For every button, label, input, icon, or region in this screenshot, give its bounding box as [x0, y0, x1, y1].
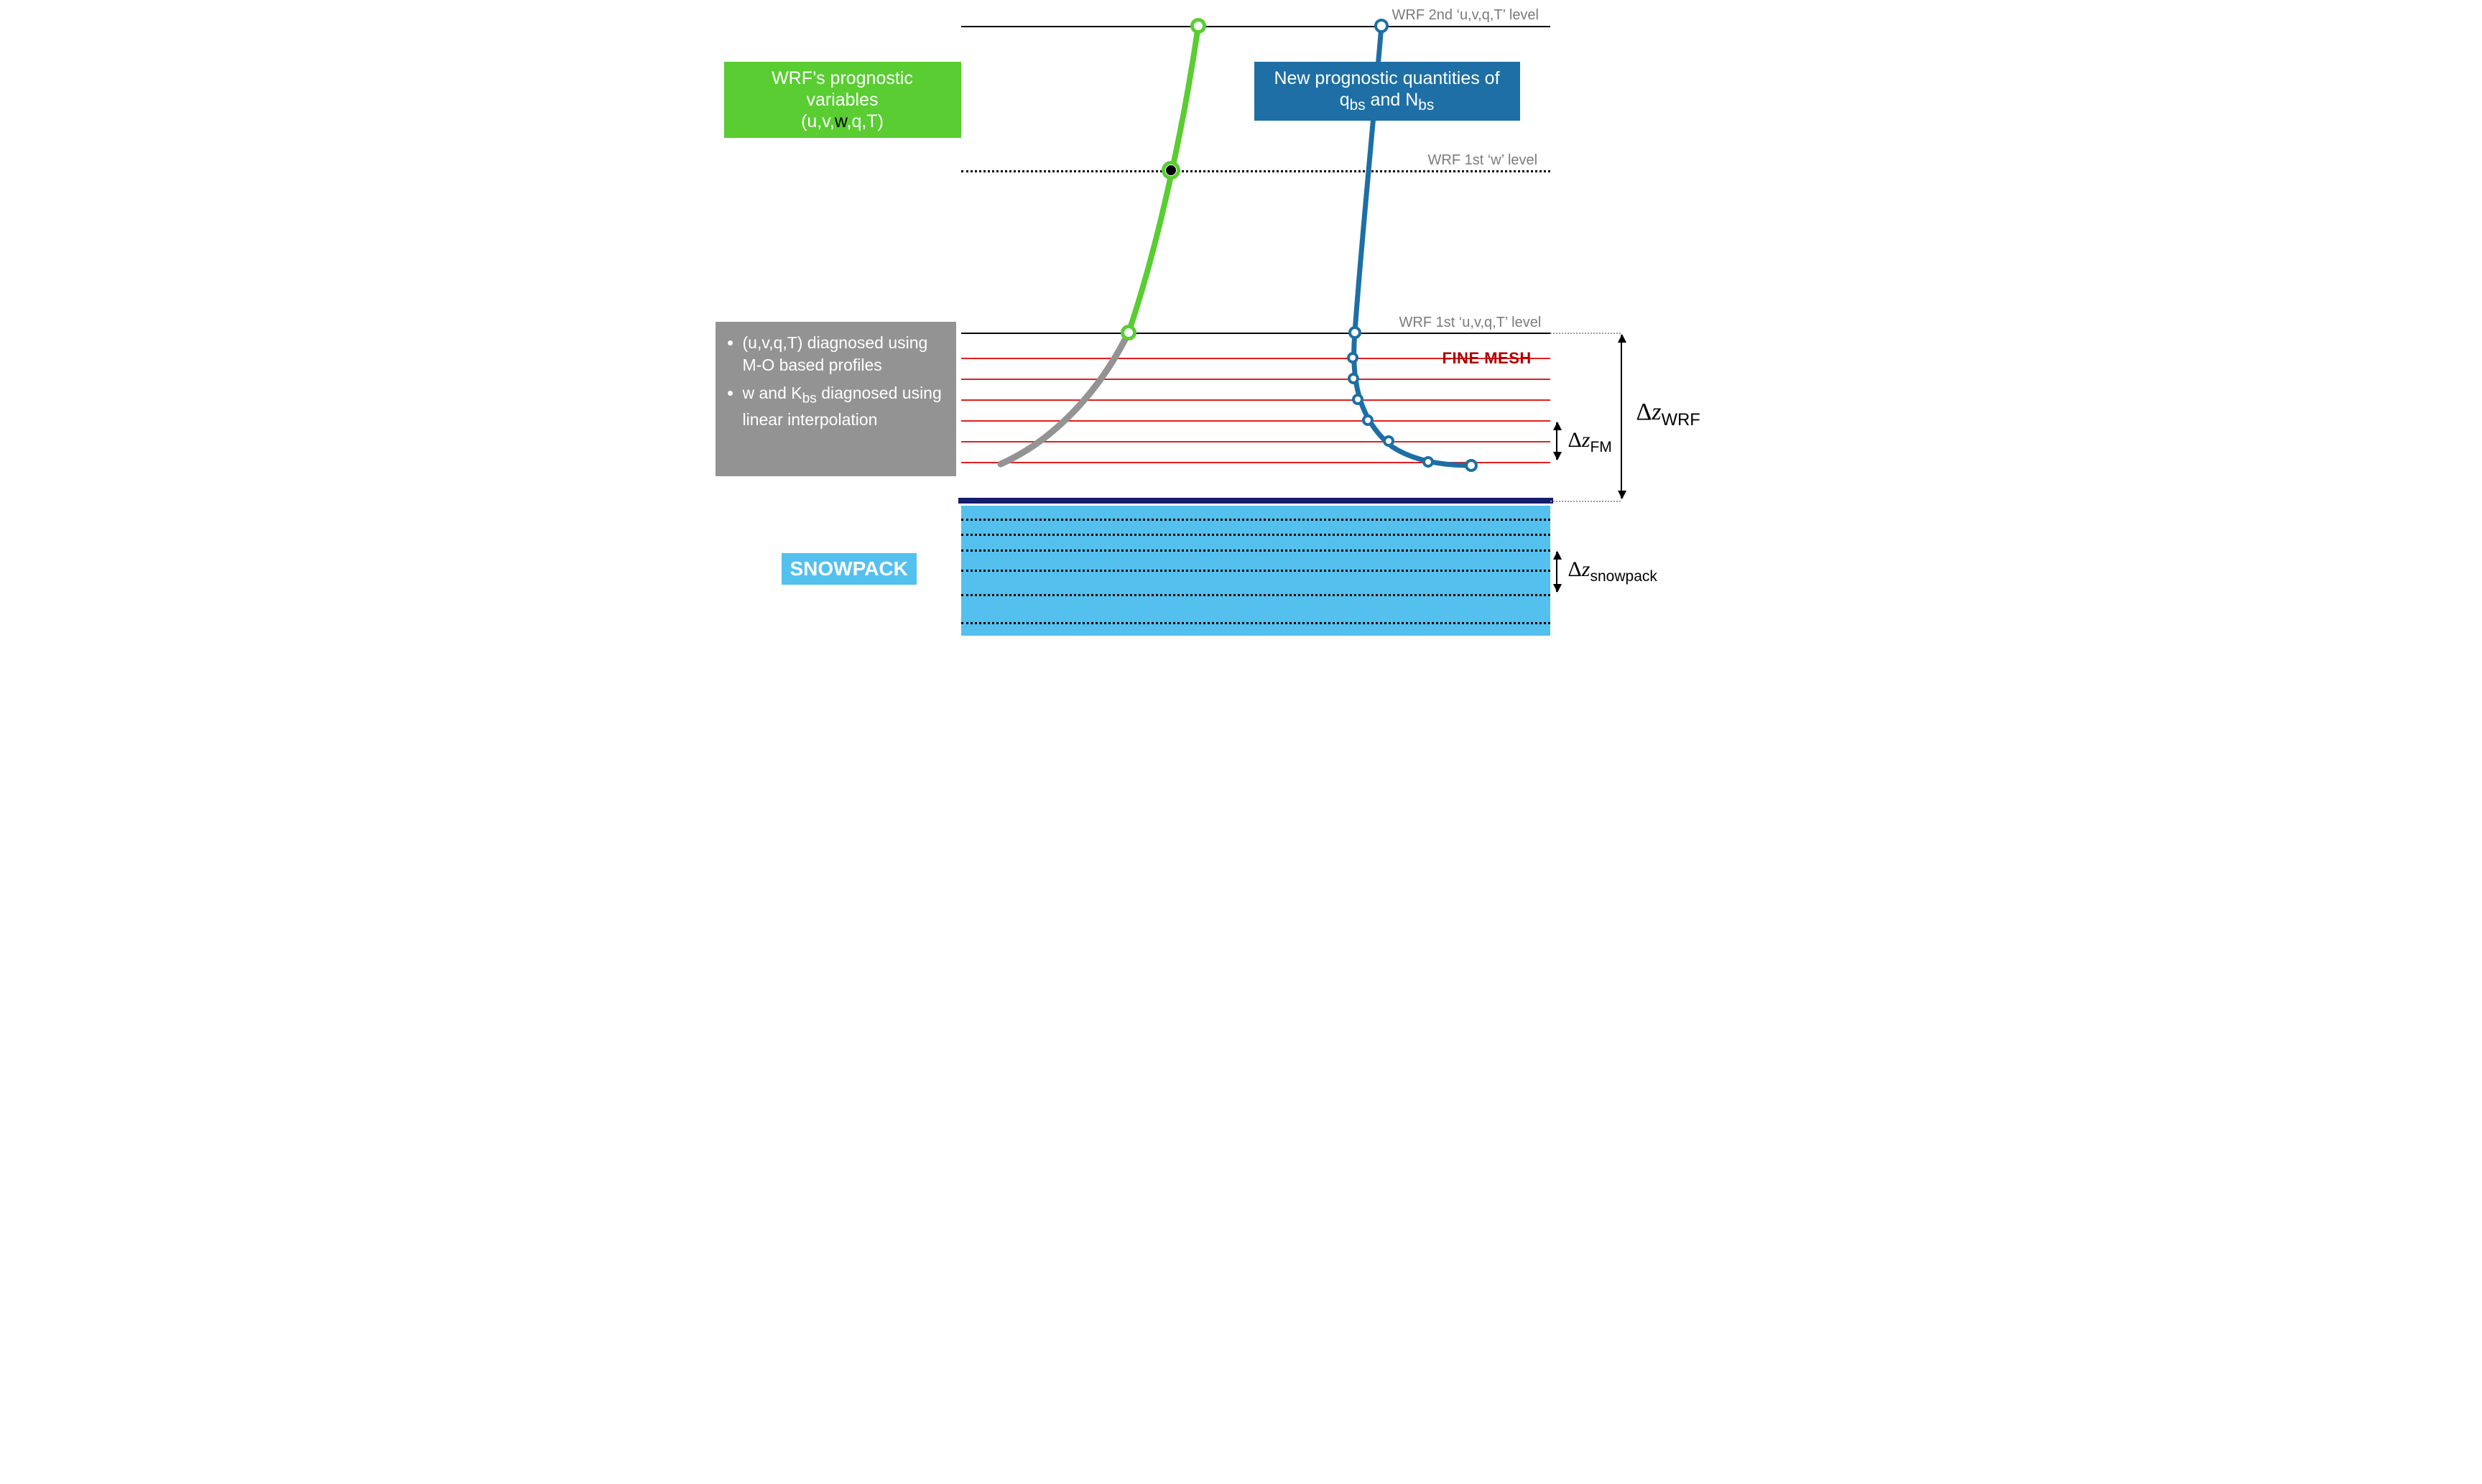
level-uvqT2-label: WRF 2nd ‘u,v,q,T’ level	[1392, 7, 1539, 24]
blue-marker-4	[1348, 373, 1359, 384]
green-box-line2-w: w	[835, 111, 847, 131]
green-curve	[1129, 26, 1198, 333]
green-box-line2: (u,v,w,q,T)	[734, 111, 951, 132]
grey-curve	[1001, 333, 1129, 464]
dz-fm-arrow	[1556, 422, 1557, 460]
green-box-line1: WRF’s prognostic variables	[734, 68, 951, 111]
grey-box: (u,v,q,T) diagnosed using M-O based prof…	[716, 322, 956, 476]
level-w1-label: WRF 1st ‘w’ level	[1428, 152, 1538, 169]
level-uvqT1-label: WRF 1st ‘u,v,q,T’ level	[1399, 315, 1542, 331]
grey-bullet-2: w and Kbs diagnosed using linear interpo…	[743, 382, 945, 431]
snowpack-label: SNOWPACK	[782, 553, 917, 585]
blue-marker-1	[1374, 19, 1389, 33]
green-box: WRF’s prognostic variables (u,v,w,q,T)	[724, 62, 961, 138]
green-box-line2-pre: (u,v,	[801, 111, 835, 131]
green-marker-bottom	[1121, 325, 1136, 340]
blue-marker-8	[1422, 456, 1434, 468]
blue-marker-2	[1348, 326, 1361, 339]
blue-box-line1: New prognostic quantities of	[1264, 68, 1510, 89]
dz-snowpack-label: Δzsnowpack	[1568, 557, 1657, 585]
dz-fm-label: ΔzFM	[1568, 428, 1612, 456]
dz-wrf-arrow	[1621, 335, 1622, 498]
diagram-stage: WRF’s prognostic variables (u,v,w,q,T) N…	[710, 0, 1773, 636]
blue-marker-3	[1347, 352, 1358, 363]
finemesh-label: FINE MESH	[1443, 349, 1532, 368]
dz-wrf-label: ΔzWRF	[1636, 399, 1700, 430]
dz-snowpack-arrow	[1556, 552, 1557, 592]
green-w-marker-core	[1166, 165, 1176, 175]
blue-marker-9	[1465, 459, 1478, 472]
green-marker-top	[1190, 18, 1206, 34]
blue-marker-5	[1352, 394, 1363, 405]
green-box-line2-post: ,q,T)	[847, 111, 884, 131]
blue-box: New prognostic quantities of qbs and Nbs	[1254, 62, 1520, 121]
blue-marker-6	[1362, 414, 1374, 426]
grey-bullet-1: (u,v,q,T) diagnosed using M-O based prof…	[743, 332, 945, 376]
blue-marker-7	[1383, 435, 1394, 447]
blue-box-line2: qbs and Nbs	[1264, 89, 1510, 115]
